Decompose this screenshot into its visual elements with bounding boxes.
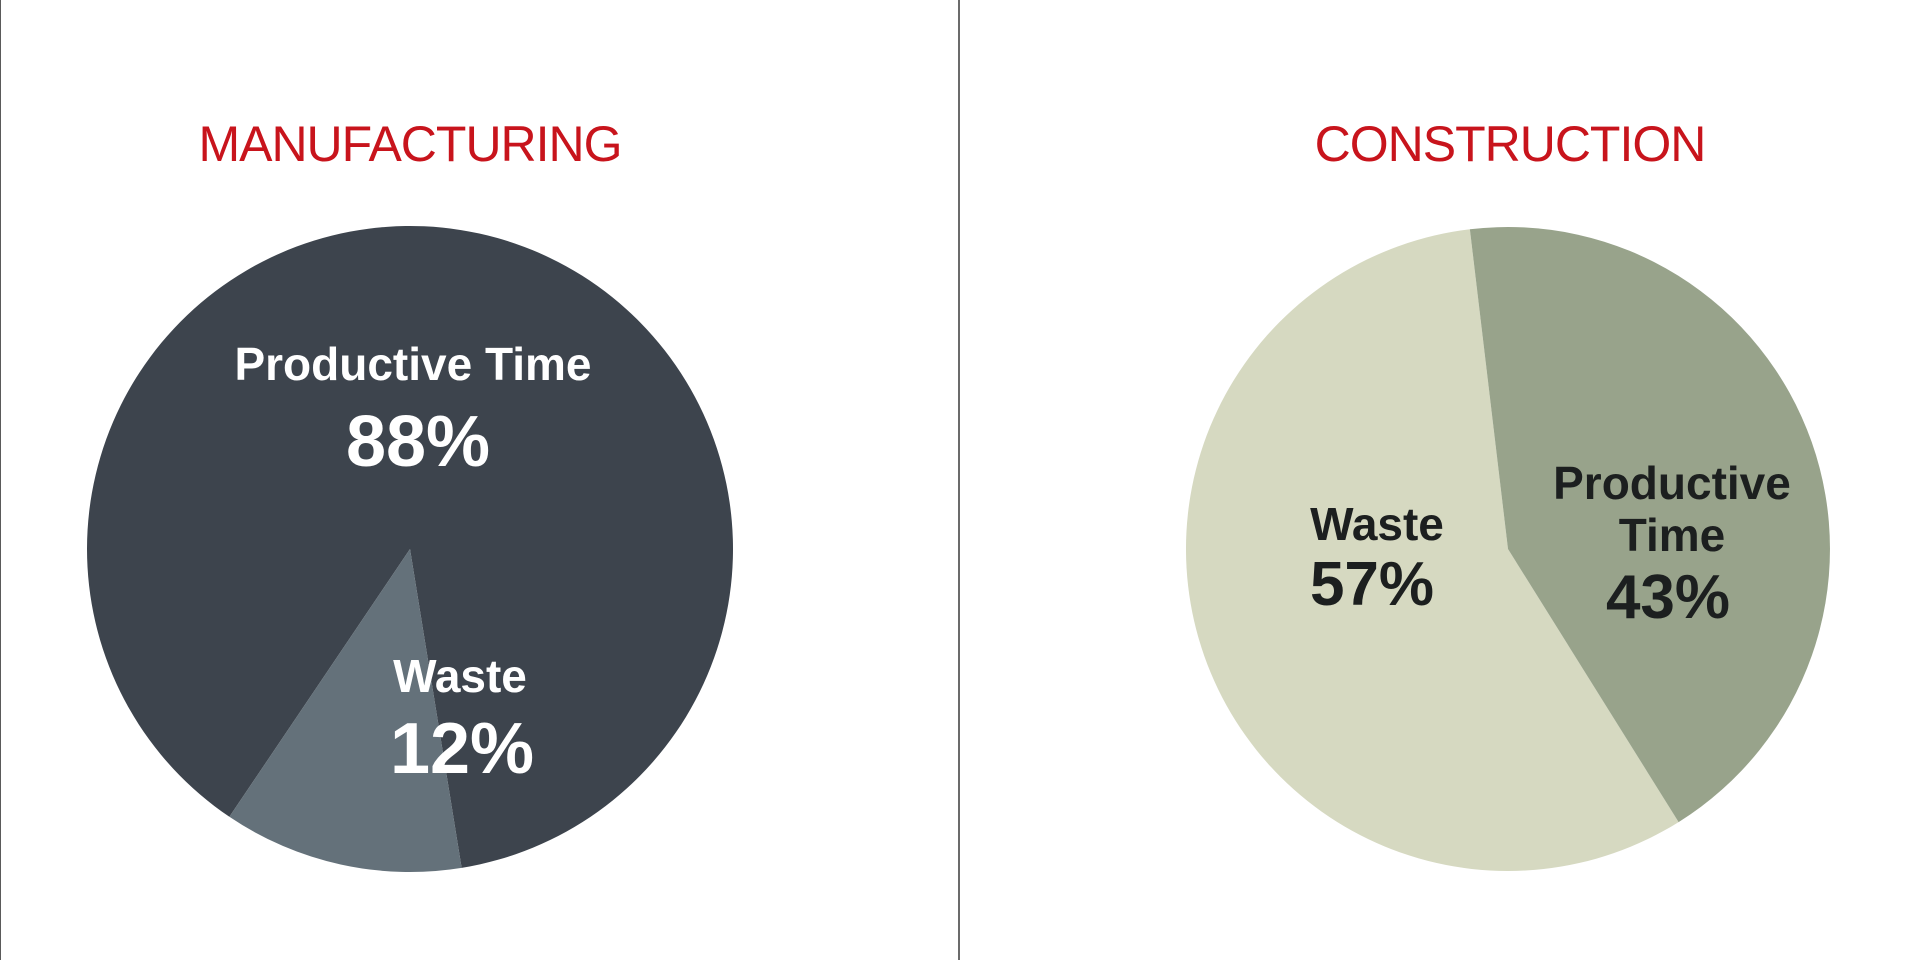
pie-chart-manufacturing: Productive Time 88% Waste 12% — [87, 226, 734, 873]
pie-slice-waste — [229, 549, 462, 873]
slice-label: Productive Time — [234, 338, 591, 390]
slice-value-label: 88% — [346, 402, 490, 482]
manufacturing-chart-title: MANUFACTURING — [198, 116, 622, 172]
slice-label-line-1: Productive — [1553, 457, 1791, 509]
slice-label: Waste — [1310, 498, 1444, 550]
construction-chart-title: CONSTRUCTION — [1314, 116, 1707, 172]
pie-slice-productive-time — [87, 226, 734, 868]
slice-label-line-2: Time — [1619, 509, 1726, 561]
pie-slice-waste — [1185, 229, 1679, 872]
panel-divider — [958, 0, 960, 960]
slice-value-label: 43% — [1606, 563, 1730, 632]
left-border — [0, 0, 1, 960]
pie-slice-productive-time — [1469, 227, 1830, 823]
slice-value-label: 57% — [1310, 550, 1434, 619]
slice-label: Waste — [393, 650, 527, 702]
slice-value-label: 12% — [390, 709, 534, 789]
